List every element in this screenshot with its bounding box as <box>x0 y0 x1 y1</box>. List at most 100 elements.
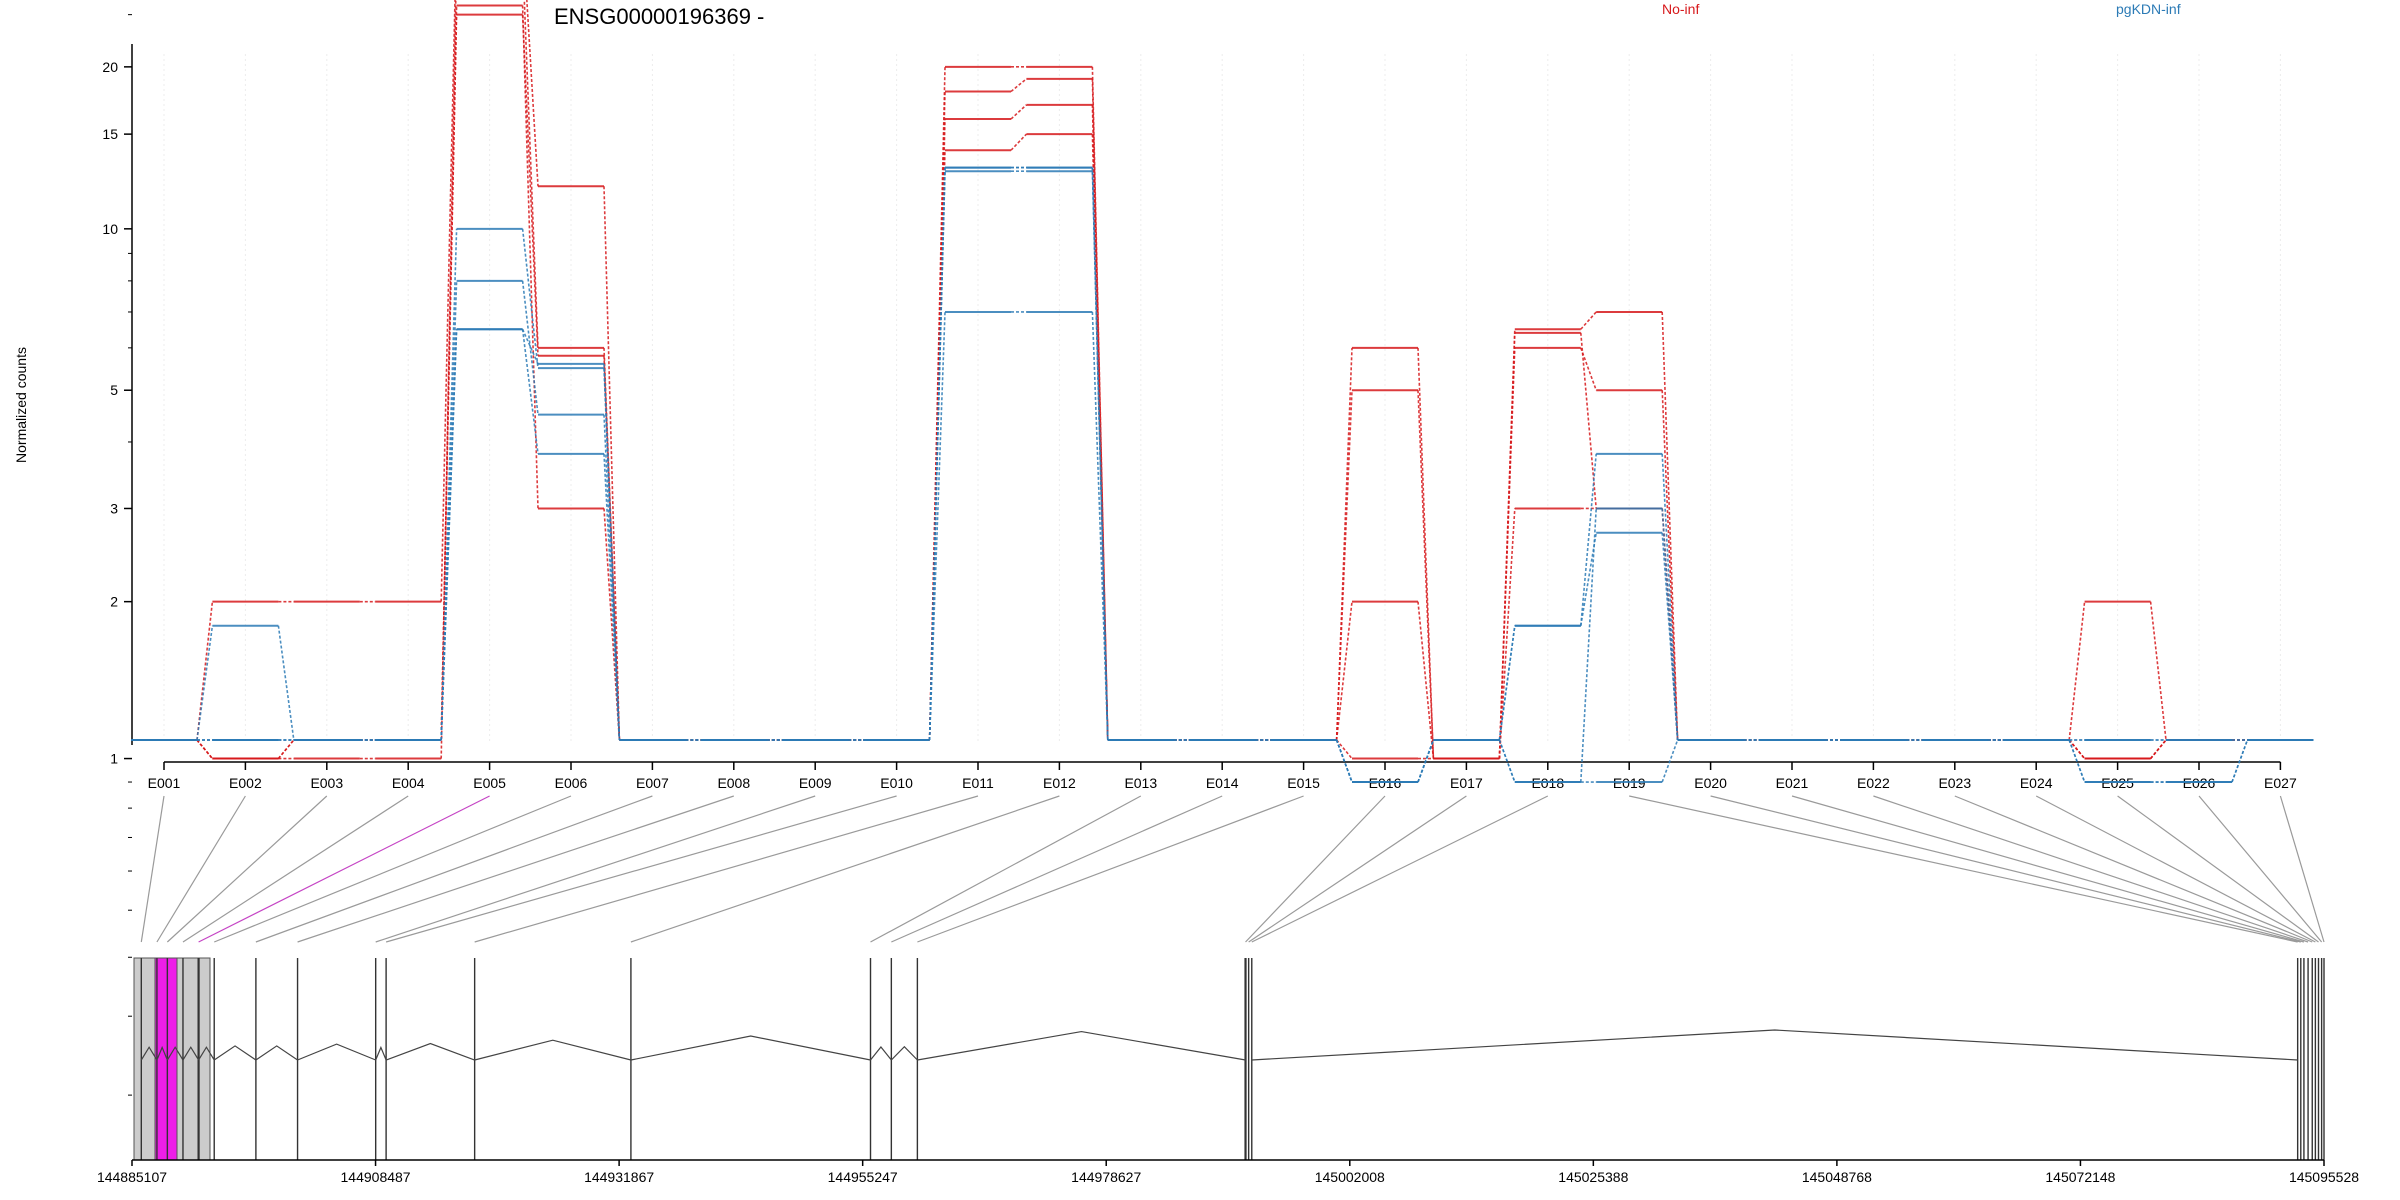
series-connector <box>521 228 539 369</box>
intron-arc <box>870 1045 892 1061</box>
intron-arc <box>166 1046 184 1061</box>
series-connector <box>1010 133 1027 151</box>
coord-label: 145095528 <box>2289 1169 2359 1185</box>
chart-title: ENSG00000196369 - <box>554 4 764 29</box>
y-tick-label: 2 <box>110 594 118 610</box>
series-connector <box>521 329 539 454</box>
connector-e011 <box>474 795 979 943</box>
series-connector <box>1498 332 1516 759</box>
series-connector <box>1417 601 1435 759</box>
x-axis: E001 E002 E003 E004 E005 E006 E007 E008 E009 E010… <box>148 761 2297 791</box>
connector-e021 <box>1791 795 2305 943</box>
x-tick-label-e015: E015 <box>1287 775 1320 791</box>
intron-arc <box>917 1030 1246 1061</box>
connector-e016 <box>1245 795 1386 943</box>
coord-label: 144885107 <box>97 1169 167 1185</box>
series-connector <box>928 311 946 741</box>
x-tick-label-e024: E024 <box>2020 775 2053 791</box>
connector-e005 <box>198 795 490 943</box>
series-connector <box>277 625 295 741</box>
connector-e024 <box>2035 795 2316 943</box>
series-connector <box>603 363 621 741</box>
coord-label: 145025388 <box>1558 1169 1628 1185</box>
intron-arc <box>375 1045 387 1061</box>
coord-label: 145072148 <box>2045 1169 2115 1185</box>
series-connector <box>440 0 456 602</box>
series-connector <box>196 601 214 741</box>
series-connector <box>440 329 458 741</box>
intron-arc <box>156 1045 168 1061</box>
connector-e013 <box>870 795 1142 943</box>
series-connector <box>603 508 621 741</box>
coord-label: 144908487 <box>341 1169 411 1185</box>
series-connector <box>1498 625 1516 741</box>
series-connector <box>523 0 539 348</box>
y-tick-label: 15 <box>102 126 118 142</box>
series-connector <box>2068 739 2086 783</box>
connector-e007 <box>255 795 653 943</box>
connector-e008 <box>297 795 734 943</box>
series-connector <box>1417 390 1435 759</box>
connector-e018 <box>1251 795 1549 943</box>
connector-e010 <box>385 795 897 943</box>
connector-e027 <box>2279 795 2325 943</box>
x-tick-label-e022: E022 <box>1857 775 1890 791</box>
vertical-grid-lines <box>163 54 2281 742</box>
coord-label: 144931867 <box>584 1169 654 1185</box>
series-pgkdn-inf-6 <box>131 310 2314 784</box>
x-tick-label-e002: E002 <box>229 775 262 791</box>
series-connector <box>1661 453 1679 741</box>
series-connector <box>1335 601 1353 741</box>
series-connector <box>1661 390 1679 741</box>
exon-connector-lines <box>140 795 2325 943</box>
connector-e009 <box>375 795 816 943</box>
series-connector <box>1661 311 1679 741</box>
x-tick-label-e013: E013 <box>1124 775 1157 791</box>
x-tick-label-e027: E027 <box>2264 775 2297 791</box>
series-connector <box>2068 739 2086 760</box>
connector-e020 <box>1710 795 2301 943</box>
coord-label: 145002008 <box>1315 1169 1385 1185</box>
x-tick-label-e007: E007 <box>636 775 669 791</box>
intron-arc <box>385 1042 475 1061</box>
connector-e025 <box>2117 795 2319 943</box>
intron-arc <box>182 1046 200 1061</box>
intron-arc <box>1251 1029 2298 1061</box>
series-connector <box>1010 78 1027 93</box>
series-connector <box>521 5 539 509</box>
legend-no-inf: No-inf <box>1662 1 1699 17</box>
intron-arc <box>297 1043 376 1061</box>
series-connector <box>1417 739 1435 783</box>
connector-e017 <box>1248 795 1467 943</box>
connector-e023 <box>1954 795 2313 943</box>
series-connector <box>1498 739 1516 783</box>
connector-e015 <box>917 795 1304 943</box>
series-connector <box>521 328 539 365</box>
coord-label: 145048768 <box>1802 1169 1872 1185</box>
series-lines <box>131 0 2314 784</box>
series-pgkdn-inf-7 <box>131 170 2314 784</box>
x-tick-label-e020: E020 <box>1694 775 1727 791</box>
series-connector <box>1335 739 1353 760</box>
intron-arc <box>255 1045 298 1061</box>
connector-e014 <box>891 795 1223 943</box>
intron-arc <box>630 1035 871 1061</box>
y-tick-label: 5 <box>110 382 118 398</box>
connector-e003 <box>166 795 328 943</box>
connector-e004 <box>182 795 409 943</box>
series-connector <box>1661 508 1679 741</box>
connector-e002 <box>156 795 246 943</box>
x-tick-label-e021: E021 <box>1776 775 1809 791</box>
series-connector <box>440 14 458 741</box>
x-tick-label-e010: E010 <box>880 775 913 791</box>
x-tick-label-e011: E011 <box>962 775 994 791</box>
series-connector <box>1498 508 1516 759</box>
x-tick-label-e012: E012 <box>1043 775 1076 791</box>
series-no-inf-3 <box>131 13 2314 760</box>
series-connector <box>1580 332 1597 509</box>
series-connector <box>1580 508 1597 783</box>
series-connector <box>196 739 214 760</box>
connector-e022 <box>1873 795 2309 943</box>
y-axis: 0.112351015203040 <box>102 14 133 1096</box>
